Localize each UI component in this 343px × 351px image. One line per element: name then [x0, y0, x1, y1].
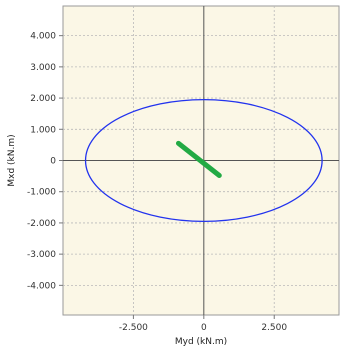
x-tick-label: 0	[201, 323, 207, 333]
grid-lines	[59, 6, 339, 319]
y-tick-label: -3.000	[27, 250, 56, 260]
series-layer	[84, 98, 323, 223]
y-tick-label: 2.000	[30, 94, 56, 104]
y-tick-label: -1.000	[27, 188, 56, 198]
resistance-envelope	[84, 98, 323, 223]
y-axis-title: Mxd (kN.m)	[7, 134, 17, 186]
load-segment	[175, 140, 222, 178]
y-tick-label: 3.000	[30, 63, 56, 73]
y-tick-label: -2.000	[27, 219, 56, 229]
x-tick-label: 2.500	[261, 323, 287, 333]
x-axis-title: Myd (kN.m)	[175, 337, 227, 347]
y-tick-label: 0	[50, 157, 56, 167]
y-tick-label: -4.000	[27, 281, 56, 291]
tick-labels: 4.000 3.000 2.000 1.000 0 -1.000 -2.000 -3.000 -…	[27, 32, 287, 333]
y-tick-label: 4.000	[30, 32, 56, 42]
x-tick-label: -2.500	[119, 323, 148, 333]
y-tick-label: 1.000	[30, 125, 56, 135]
